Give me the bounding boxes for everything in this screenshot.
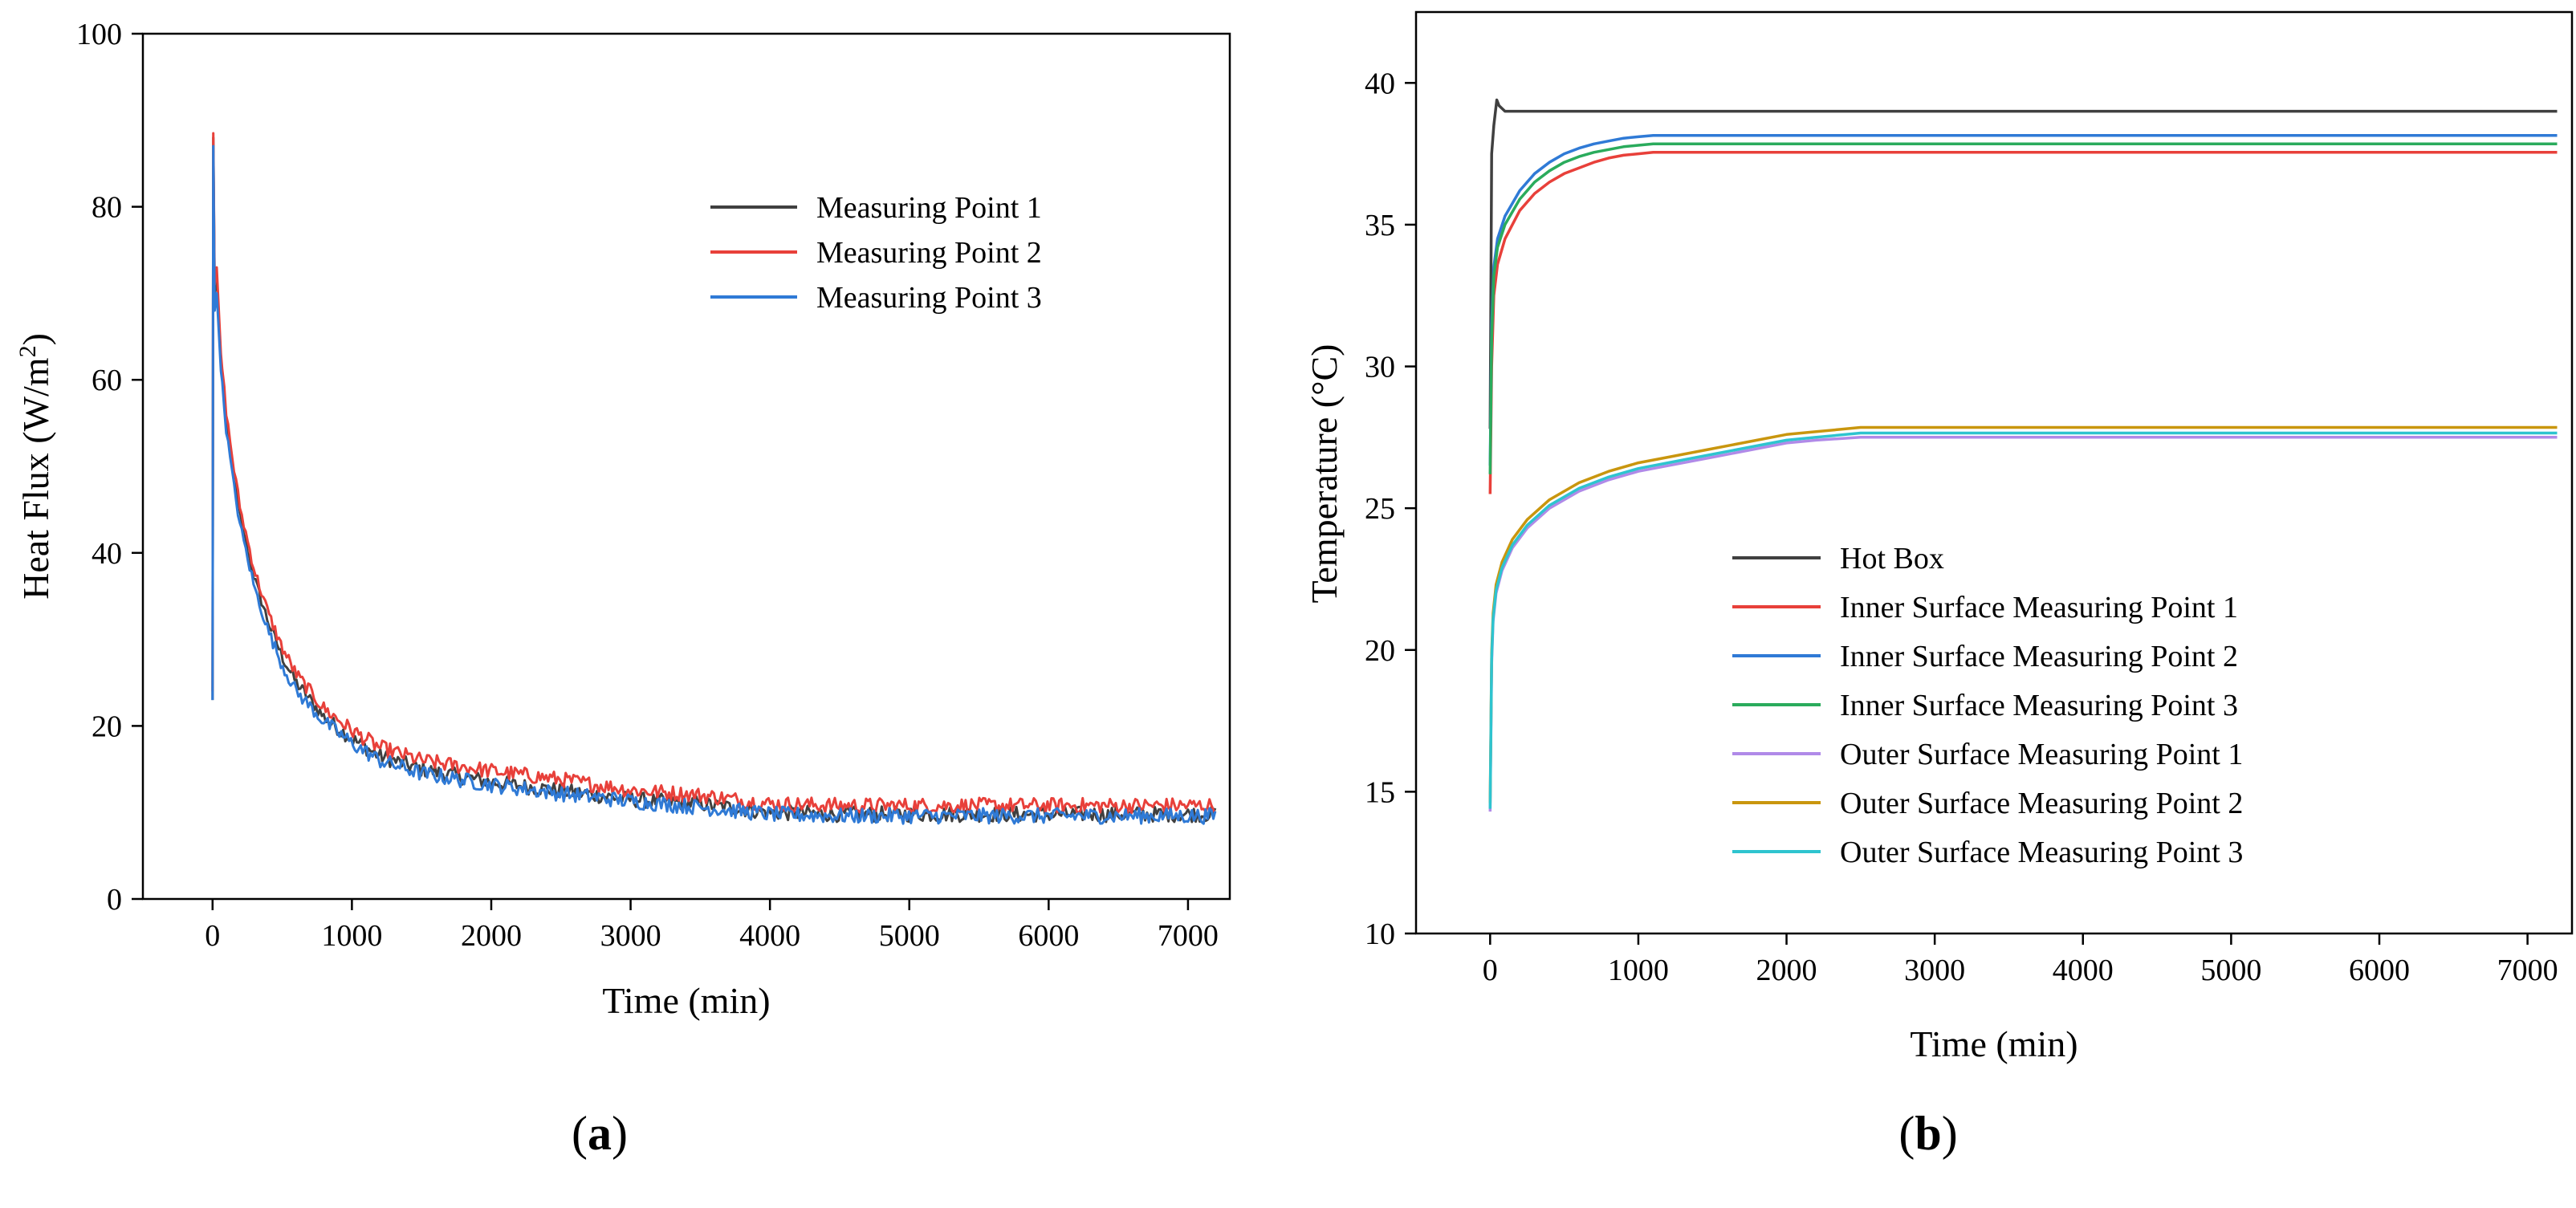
legend-label-2: Inner Surface Measuring Point 1 xyxy=(1840,591,2238,624)
panel-b-plot-frame xyxy=(1414,10,2574,935)
panel-b-x-ticks: 0 1000 2000 3000 4000 5000 6000 7000 xyxy=(1483,933,2558,987)
panel-label-close-paren: ) xyxy=(1942,1107,1958,1160)
x-tick-label: 1000 xyxy=(321,919,382,953)
x-tick-label: 1000 xyxy=(1608,954,1669,987)
x-tick-label: 4000 xyxy=(2053,954,2114,987)
y-tick-label: 40 xyxy=(92,537,122,571)
legend-label-1: Measuring Point 1 xyxy=(816,191,1042,225)
panel-a-y-axis-title-main: Heat Flux (W/m xyxy=(15,357,56,600)
panel-b-series-group xyxy=(1488,98,2558,812)
legend-label-7: Outer Surface Measuring Point 3 xyxy=(1840,836,2243,869)
legend-label-5: Outer Surface Measuring Point 1 xyxy=(1840,738,2243,771)
y-tick-label: 15 xyxy=(1365,775,1395,809)
panel-a-y-ticks: 0 20 40 60 80 100 xyxy=(76,18,143,917)
panel-a-y-axis-title-superscript: 2 xyxy=(14,345,41,357)
series-line-7 xyxy=(1488,431,2558,809)
panel-a-y-axis-title: Heat Flux (W/m2) xyxy=(14,333,56,600)
x-tick-label: 6000 xyxy=(1018,919,1079,953)
y-tick-label: 60 xyxy=(92,364,122,397)
panel-a-heat-flux-chart: 0 1000 2000 3000 4000 5000 6000 7000 0 20 40 60 80 1… xyxy=(14,18,1231,1160)
y-tick-label: 30 xyxy=(1365,351,1395,384)
legend-label-4: Inner Surface Measuring Point 3 xyxy=(1840,689,2238,722)
y-tick-label: 40 xyxy=(1365,67,1395,100)
x-tick-label: 5000 xyxy=(879,919,940,953)
panel-label-letter: a xyxy=(588,1107,612,1160)
y-tick-label: 25 xyxy=(1365,492,1395,526)
panel-label-letter: b xyxy=(1915,1107,1941,1160)
series-line-6 xyxy=(1488,425,2558,803)
panel-a-x-ticks: 0 1000 2000 3000 4000 5000 6000 7000 xyxy=(205,899,1219,953)
x-tick-label: 4000 xyxy=(739,919,800,953)
panel-label-open-paren: ( xyxy=(1898,1107,1915,1160)
panel-label-open-paren: ( xyxy=(572,1107,588,1160)
legend-label-1: Hot Box xyxy=(1840,542,1944,576)
y-tick-label: 100 xyxy=(76,18,122,51)
series-line-1 xyxy=(211,136,1217,824)
y-tick-label: 20 xyxy=(1365,634,1395,668)
series-line-2 xyxy=(1488,151,2558,494)
series-line-1 xyxy=(1488,98,2558,429)
y-tick-label: 80 xyxy=(92,191,122,225)
panel-b-x-axis-title: Time (min) xyxy=(1910,1023,2077,1064)
x-tick-label: 2000 xyxy=(461,919,522,953)
x-tick-label: 2000 xyxy=(1756,954,1817,987)
legend-label-3: Inner Surface Measuring Point 2 xyxy=(1840,640,2238,673)
y-tick-label: 20 xyxy=(92,710,122,743)
legend-label-3: Measuring Point 3 xyxy=(816,281,1042,315)
panel-b-y-ticks: 10 15 20 25 30 35 40 xyxy=(1365,67,1416,951)
panel-label-close-paren: ) xyxy=(612,1107,628,1160)
panel-a-x-axis-title: Time (min) xyxy=(602,980,770,1021)
x-tick-label: 0 xyxy=(1483,954,1498,987)
legend-label-2: Measuring Point 2 xyxy=(816,236,1042,270)
panel-b-label: (b) xyxy=(1898,1107,1957,1160)
panel-b-temperature-chart: 0 1000 2000 3000 4000 5000 6000 7000 10 15 20 25 30… xyxy=(1304,10,2574,1160)
x-tick-label: 3000 xyxy=(600,919,661,953)
series-line-2 xyxy=(211,132,1217,815)
x-tick-label: 5000 xyxy=(2200,954,2261,987)
legend-label-6: Outer Surface Measuring Point 2 xyxy=(1840,787,2243,820)
panel-a-plot-frame xyxy=(141,32,1231,901)
x-tick-label: 7000 xyxy=(1158,919,1219,953)
panel-b-legend: Hot Box Inner Surface Measuring Point 1 In… xyxy=(1732,542,2243,869)
x-tick-label: 6000 xyxy=(2349,954,2410,987)
y-tick-label: 10 xyxy=(1365,917,1395,951)
x-tick-label: 3000 xyxy=(1904,954,1965,987)
series-line-3 xyxy=(211,144,1217,825)
series-line-3 xyxy=(1488,133,2558,466)
x-tick-label: 7000 xyxy=(2497,954,2558,987)
panel-b-y-axis-title: Temperature (°C) xyxy=(1304,344,1345,604)
x-tick-label: 0 xyxy=(205,919,220,953)
series-line-4 xyxy=(1488,142,2558,474)
y-tick-label: 0 xyxy=(107,883,122,917)
panel-a-legend: Measuring Point 1 Measuring Point 2 Measur… xyxy=(710,191,1042,315)
panel-a-y-axis-title-suffix: ) xyxy=(15,333,56,345)
panel-a-series-group xyxy=(211,132,1217,825)
panel-a-label: (a) xyxy=(572,1107,628,1160)
y-tick-label: 35 xyxy=(1365,209,1395,242)
